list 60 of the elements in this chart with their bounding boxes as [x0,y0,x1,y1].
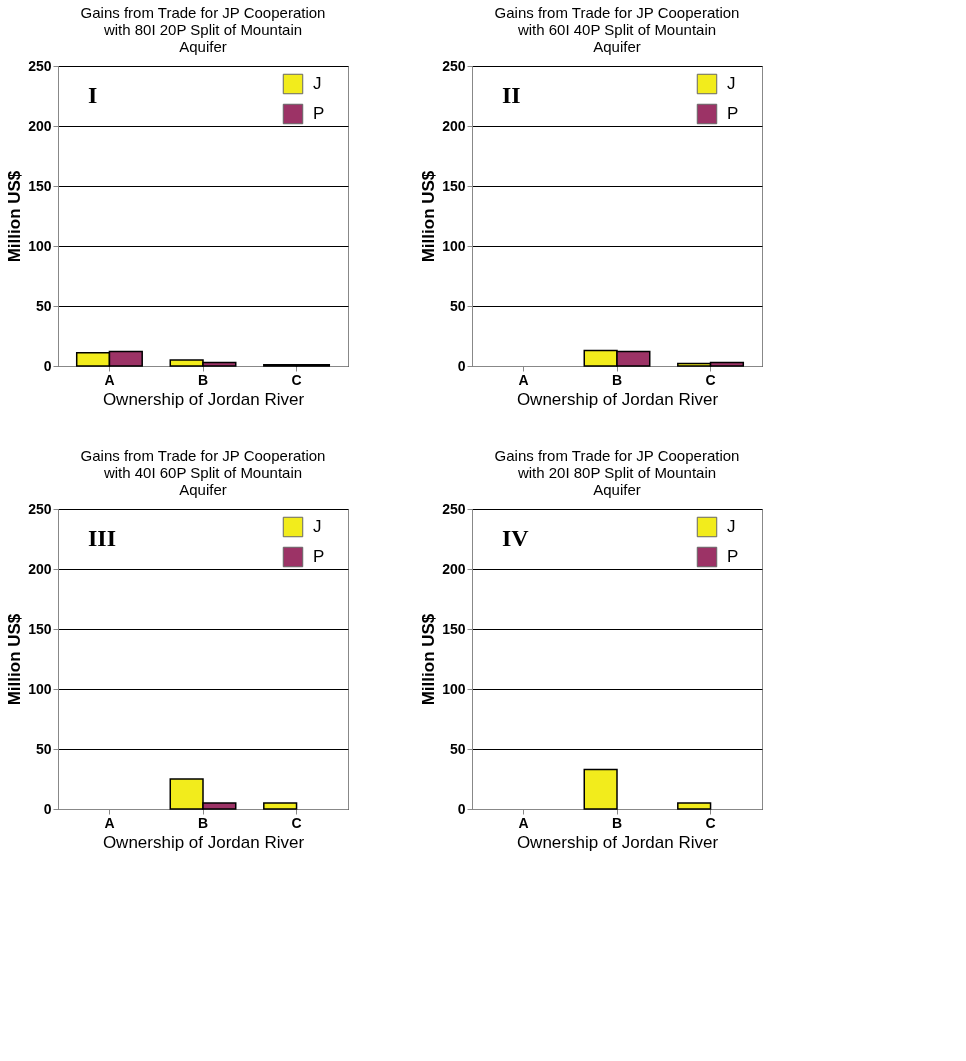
y-tick-label: 0 [43,800,52,817]
x-tick-label: C [291,371,302,388]
x-tick-label: C [705,371,716,388]
y-tick-label: 200 [442,117,466,134]
y-tick-label: 100 [28,237,52,254]
y-tick-label: 50 [35,297,52,314]
x-tick-label: C [291,814,302,831]
y-tick-label: 0 [457,357,466,374]
annotation: II [502,82,521,108]
legend-label: J [727,74,736,93]
y-tick-label: 200 [28,560,52,577]
chart-title: Gains from Trade for JP Cooperation with 80I 20P Split of Mountain Aquifer [80,4,326,55]
y-tick-label: 250 [28,57,52,74]
y-tick-label: 0 [457,800,466,817]
chart-title: Gains from Trade for JP Cooperation with 20I 80P Split of Mountain Aquifer [494,447,740,498]
y-axis-title: Million US$ [5,613,25,706]
x-axis-title: Ownership of Jordan River [516,832,719,852]
x-tick-label: C [705,814,716,831]
y-axis-title: Million US$ [419,613,439,706]
y-tick-label: 50 [35,740,52,757]
y-tick-label: 250 [442,57,466,74]
chart-title: Gains from Trade for JP Cooperation with 40I 60P Split of Mountain Aquifer [80,447,326,498]
y-tick-label: 150 [442,620,466,637]
y-tick-label: 100 [442,237,466,254]
legend-label: P [313,104,325,123]
x-tick-label: B [197,814,209,831]
y-tick-label: 50 [449,297,466,314]
x-axis-title: Ownership of Jordan River [102,832,305,852]
y-tick-label: 100 [28,680,52,697]
legend-label: J [727,517,736,536]
legend-label: J [313,74,322,93]
annotation: IV [502,525,530,551]
x-tick-label: A [518,814,529,831]
x-axis-title: Ownership of Jordan River [102,389,305,409]
legend-label: P [313,547,325,566]
legend-label: P [727,104,739,123]
legend-label: J [313,517,322,536]
x-tick-label: A [104,371,115,388]
x-tick-label: B [611,814,623,831]
y-tick-label: 200 [442,560,466,577]
y-tick-label: 250 [442,500,466,517]
y-tick-label: 150 [442,177,466,194]
annotation: III [88,525,117,551]
y-tick-label: 200 [28,117,52,134]
y-tick-label: 250 [28,500,52,517]
x-tick-label: A [518,371,529,388]
x-tick-label: A [104,814,115,831]
y-axis-title: Million US$ [419,170,439,263]
x-tick-label: B [197,371,209,388]
x-tick-label: B [611,371,623,388]
y-tick-label: 150 [28,620,52,637]
y-tick-label: 100 [442,680,466,697]
x-axis-title: Ownership of Jordan River [516,389,719,409]
legend-label: P [727,547,739,566]
y-axis-title: Million US$ [5,170,25,263]
annotation: I [88,82,98,108]
y-tick-label: 150 [28,177,52,194]
y-tick-label: 0 [43,357,52,374]
chart-title: Gains from Trade for JP Cooperation with 60I 40P Split of Mountain Aquifer [494,4,740,55]
y-tick-label: 50 [449,740,466,757]
